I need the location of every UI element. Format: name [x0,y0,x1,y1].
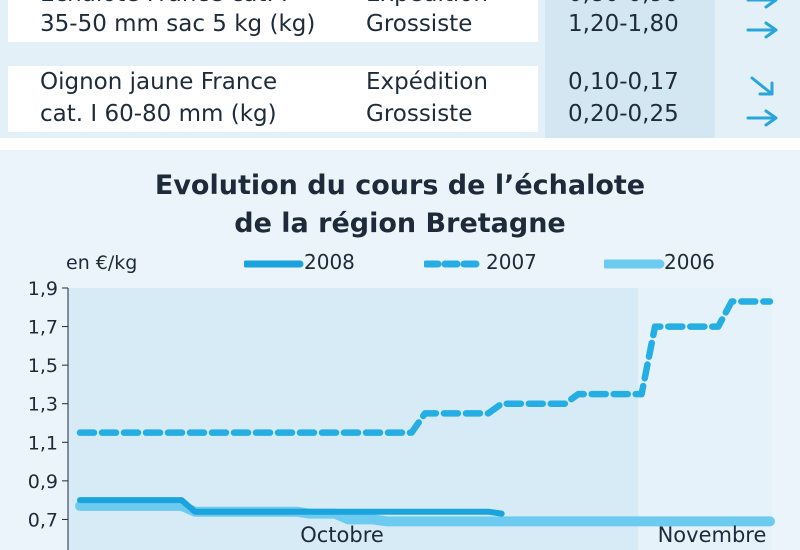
plot-area-band [638,288,772,550]
legend-swatch-2007 [424,260,486,268]
legend-item-2007: 2007 [424,250,564,278]
price-range: 0,80-0,90 [568,0,718,10]
y-axis-unit-label: en €/kg [66,252,138,274]
y-tick-label: 0,9 [28,471,58,493]
legend-swatch-2008 [244,260,304,268]
product-name: Echalote France cat. I [40,0,288,10]
chart-title-line-2: de la région Bretagne [234,208,566,239]
table-row: Echalote France cat. I 35-50 mm sac 5 kg… [8,0,780,42]
market-stage: Expédition [366,0,488,10]
market-stage: Grossiste [366,11,473,37]
product-name: Oignon jaune France [40,69,278,95]
y-tick-label: 1,7 [28,317,58,339]
product-name: 35-50 mm sac 5 kg (kg) [40,11,316,37]
chart-title-line-1: Evolution du cours de l’échalote [154,170,646,201]
legend-label-2007: 2007 [486,250,537,274]
legend-swatch-2006 [604,259,665,269]
y-tick-label: 0,5 [28,548,58,550]
y-tick-label: 1,1 [28,432,58,454]
right-arrow-icon [746,109,778,127]
y-tick-label: 1,5 [28,355,58,377]
y-tick-label: 1,3 [28,394,58,416]
right-arrow-icon [746,0,778,9]
legend-label-2006: 2006 [664,250,715,274]
legend-item-2008: 2008 [244,250,364,278]
y-tick-label: 0,7 [28,509,58,531]
x-month-label: Novembre [658,523,767,547]
series-line-2008 [77,497,505,517]
series-line-2007 [76,298,774,436]
price-range: 0,20-0,25 [568,101,679,127]
price-table: Echalote France cat. I 35-50 mm sac 5 kg… [0,0,800,138]
legend-label-2008: 2008 [304,250,355,274]
y-tick-label: 1,9 [28,278,58,300]
x-month-label: Octobre [300,523,384,547]
legend-item-2006: 2006 [604,250,744,278]
market-stage: Grossiste [366,101,473,127]
down-right-arrow-icon [750,76,774,96]
right-arrow-icon [746,21,778,39]
table-row: Oignon jaune France cat. I 60-80 mm (kg)… [8,66,780,132]
price-column-band [545,0,715,138]
price-range: 1,20-1,80 [568,11,679,37]
market-stage: Expédition [366,69,488,95]
product-name: cat. I 60-80 mm (kg) [40,101,277,127]
price-range: 0,10-0,17 [568,69,679,95]
